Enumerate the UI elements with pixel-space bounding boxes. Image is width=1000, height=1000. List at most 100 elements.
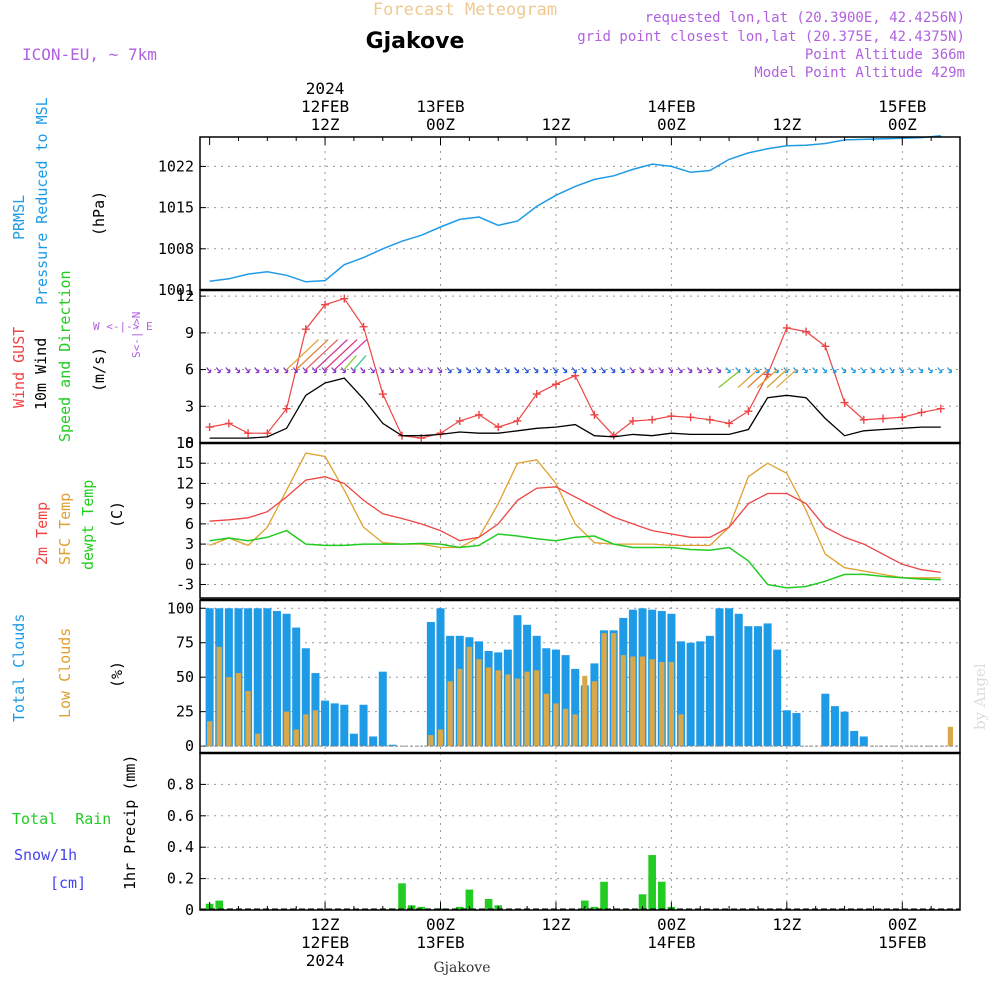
gust-marker (263, 429, 272, 438)
wind-direction-arrow (802, 367, 808, 374)
gust-marker (321, 300, 330, 309)
gust-marker (436, 429, 445, 438)
total-cloud-bar (330, 703, 339, 747)
gust-marker (378, 390, 387, 399)
panel-grids: 1001100810151022036912-30369121518025507… (158, 137, 960, 919)
gust-marker (648, 415, 657, 424)
gust-marker (244, 429, 253, 438)
wind-direction-arrow (350, 367, 356, 374)
clouds-ytick-label: 25 (176, 703, 194, 721)
low-cloud-bar (457, 668, 463, 747)
pressure-unit: (hPa) (90, 191, 108, 236)
total-cloud-bar (253, 608, 262, 747)
precip-ytick-label: 0.6 (167, 807, 194, 825)
strong-wind-vector (314, 339, 348, 371)
total-cloud-bar (359, 704, 368, 747)
low-cloud-bar (611, 633, 617, 747)
total-cloud-bar (436, 608, 445, 747)
gust-marker (301, 325, 310, 334)
chart-marks (200, 135, 960, 910)
wind-direction-arrow (215, 367, 221, 374)
rain-bar (590, 906, 599, 910)
total-cloud-bar (821, 693, 830, 747)
top-time-label: 15FEB (878, 97, 926, 116)
low-cloud-bar (505, 674, 511, 747)
gust-marker (609, 431, 618, 440)
low-cloud-bar (659, 662, 665, 747)
footer-location: Gjakove (434, 960, 491, 976)
low-cloud-bar (495, 670, 501, 747)
top-time-label: 2024 (306, 79, 345, 98)
total-cloud-bar (205, 608, 214, 747)
gust-marker (551, 380, 560, 389)
wind-direction-arrow (590, 367, 597, 374)
wind-direction-arrow (918, 367, 924, 374)
temp-2m-label: 2m Temp (33, 502, 51, 565)
gust-marker (494, 423, 503, 432)
grid-coords: grid point closest lon,lat (20.375E, 42.… (577, 29, 965, 45)
clouds-ytick-label: 75 (176, 634, 194, 652)
total-cloud-bar (388, 744, 397, 747)
wind-direction-arrow (946, 367, 952, 374)
temp-ytick-label: 9 (185, 495, 194, 513)
wind-direction-arrow (677, 367, 683, 374)
rain-bar (648, 855, 656, 910)
wind-direction-arrow (812, 367, 818, 374)
gust-marker (474, 410, 483, 419)
wind-direction-arrow (841, 367, 847, 374)
rain-bar (484, 899, 493, 910)
precip-ytick-label: 0 (185, 901, 194, 919)
total-cloud-bar (773, 649, 782, 747)
temp-ytick-label: 18 (176, 434, 194, 452)
wind-gust-label: Wind GUST (10, 327, 28, 408)
top-time-label: 00Z (888, 115, 917, 134)
rain-bar (455, 906, 464, 910)
temp-ytick-label: 12 (176, 474, 194, 492)
pressure-ytick-label: 1008 (158, 240, 194, 258)
wind-direction-arrow (898, 367, 904, 374)
wind-direction-arrow (562, 367, 568, 374)
low-cloud-bar (303, 714, 309, 747)
wind-direction-arrow (446, 367, 452, 374)
wind-direction-arrow (629, 367, 635, 374)
wind-direction-arrow (706, 367, 712, 374)
wind-ytick-label: 0 (185, 434, 194, 452)
bottom-time-label: 14FEB (647, 933, 695, 952)
bottom-time-label: 12Z (772, 915, 801, 934)
top-time-label: 12FEB (301, 97, 349, 116)
wind-direction-arrow (408, 367, 414, 374)
strong-wind-vector (747, 369, 769, 389)
total-cloud-bar (859, 736, 868, 747)
total-cloud-bar (696, 641, 705, 747)
total-cloud-bar (734, 613, 743, 747)
total-cloud-bar (686, 642, 695, 747)
wind-ytick-label: 9 (185, 324, 194, 342)
wind-direction-arrow (263, 367, 269, 374)
total-cloud-bar (551, 649, 560, 747)
wind-direction-arrow (437, 367, 443, 374)
rain-bar (657, 881, 666, 910)
precip-ytick-label: 0.4 (167, 838, 194, 856)
wind-direction-arrow (283, 367, 289, 374)
wind-direction-arrow (417, 367, 423, 374)
wind-direction-arrow (360, 367, 366, 374)
requested-coords: requested lon,lat (20.3900E, 42.4256N) (645, 10, 965, 26)
low-cloud-bar (639, 656, 646, 747)
wind-10m-label: 10m Wind (32, 338, 50, 410)
wind-direction-arrow (869, 367, 876, 374)
strong-wind-vector (343, 355, 357, 370)
wind-direction-arrow (937, 367, 943, 374)
gust-marker (725, 419, 734, 428)
dewpt-line (209, 529, 941, 589)
gust-marker (936, 404, 945, 413)
bottom-time-label: 2024 (306, 951, 345, 970)
supertitle: Forecast Meteogram (373, 0, 557, 20)
low-cloud-bar (207, 721, 213, 747)
wind-direction-arrow (571, 367, 577, 374)
total-cloud-bar (378, 671, 387, 747)
gust-marker (205, 423, 214, 432)
clouds-ytick-label: 0 (185, 737, 194, 755)
wind-direction-arrow (504, 367, 510, 374)
